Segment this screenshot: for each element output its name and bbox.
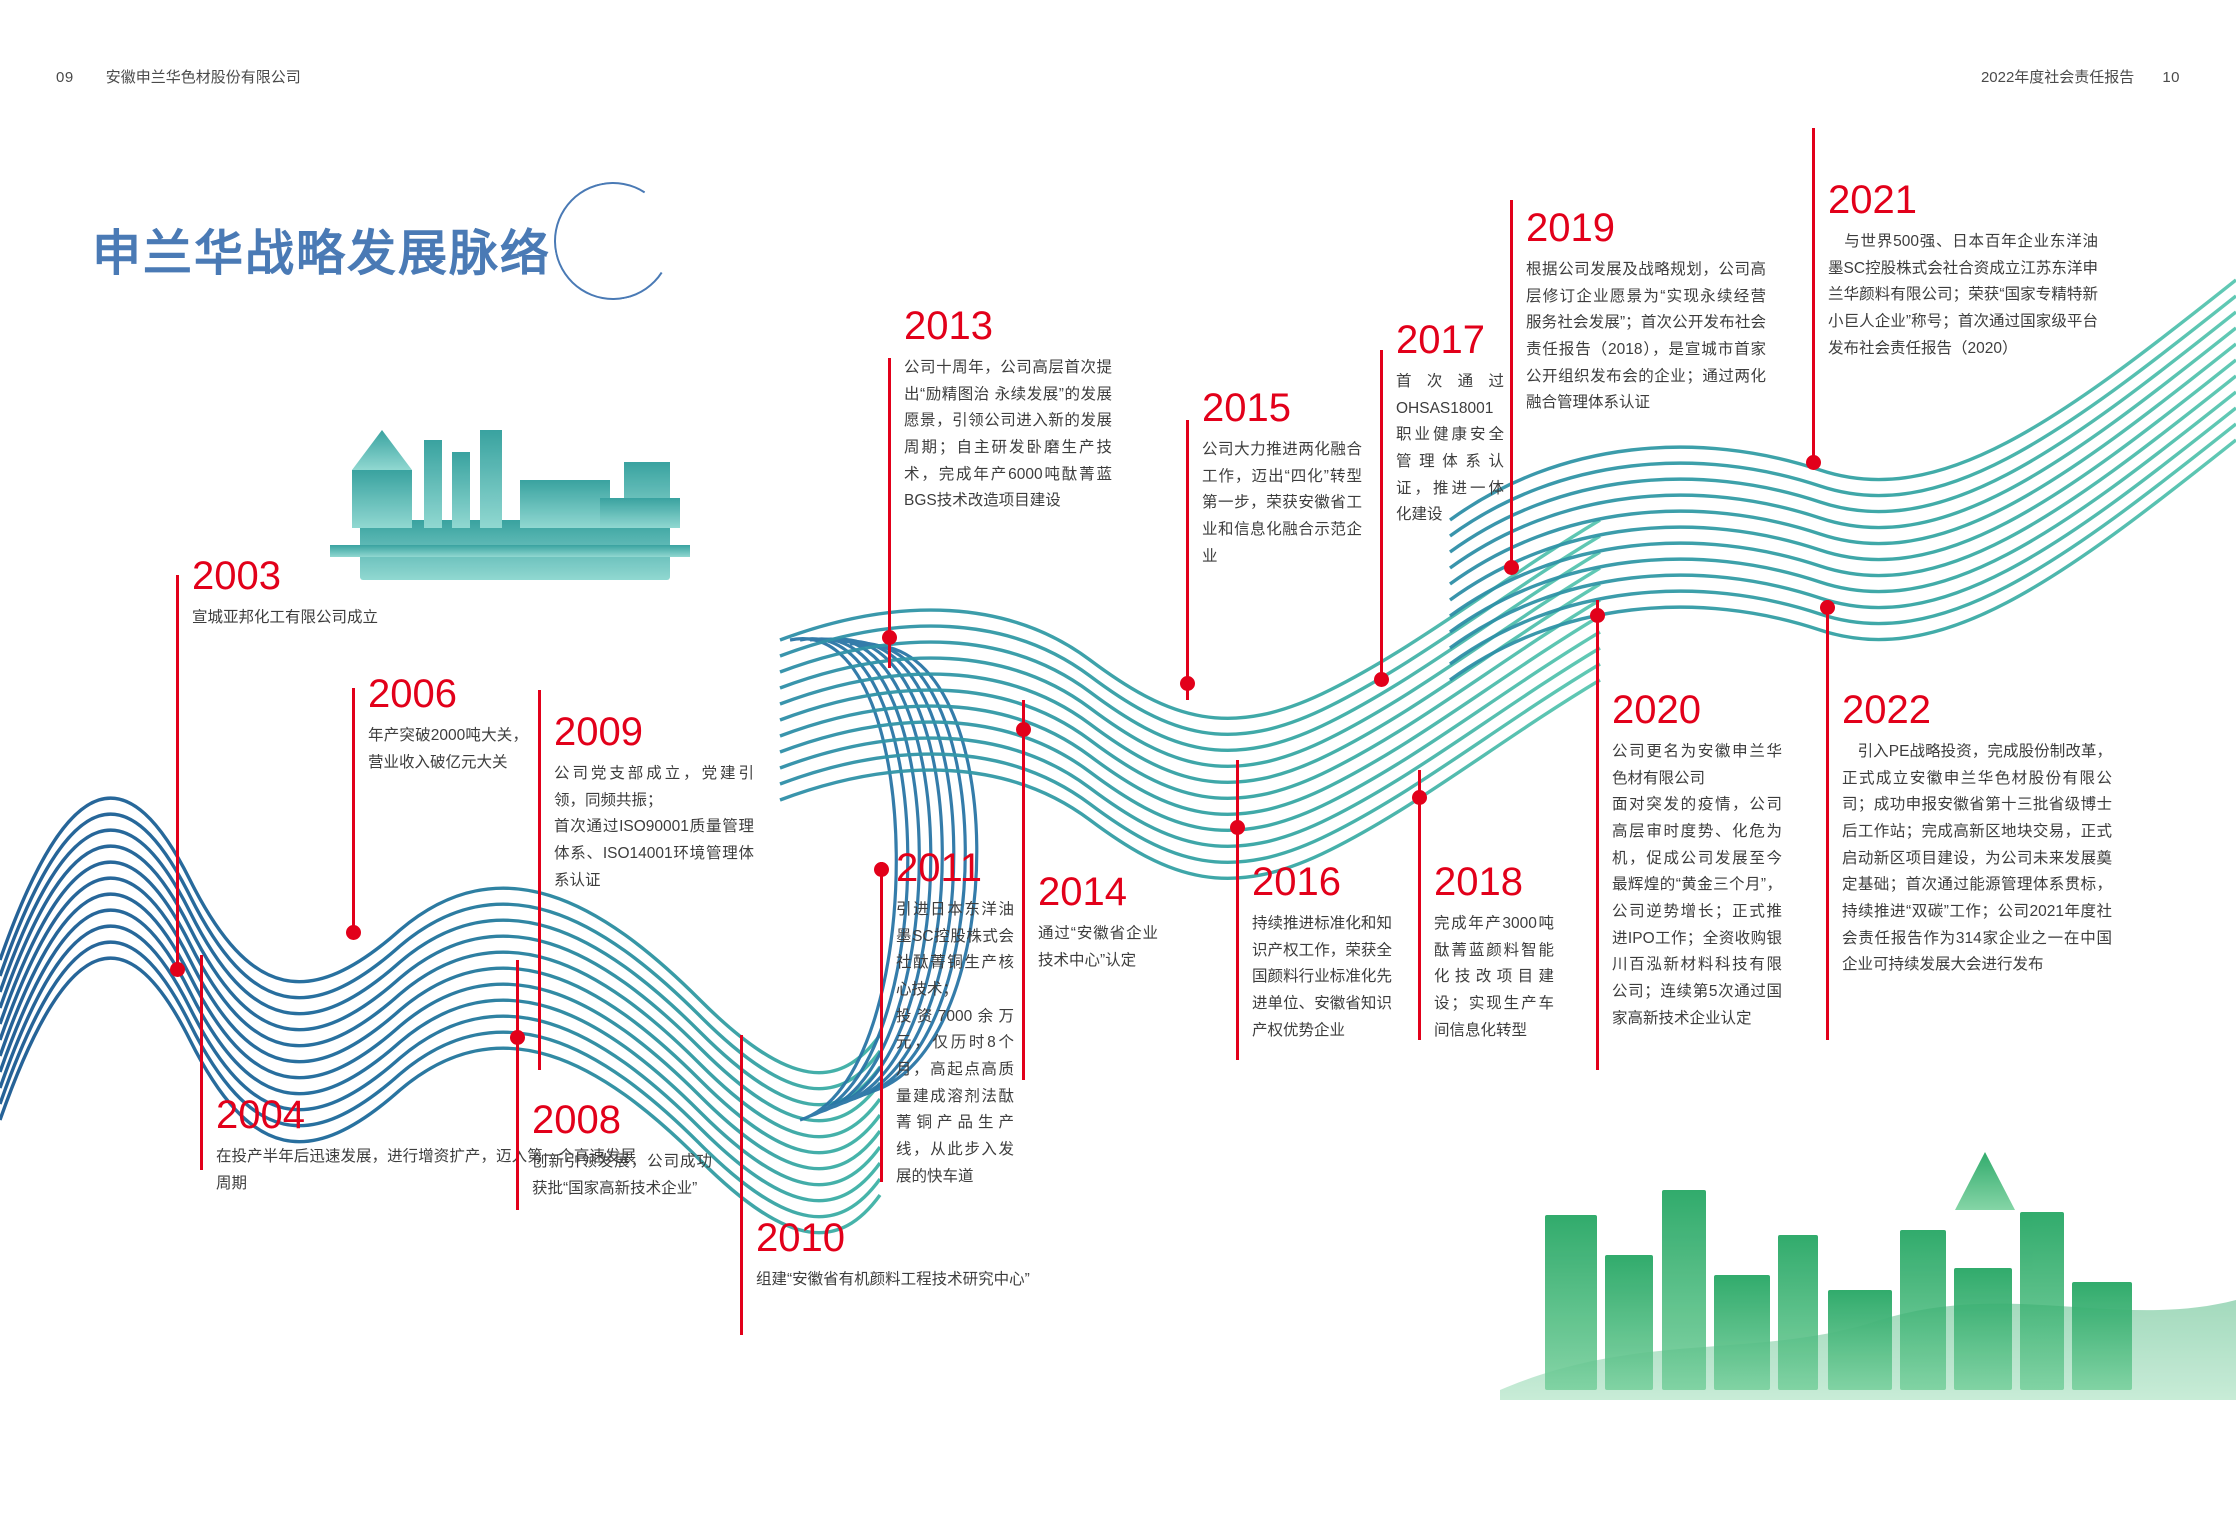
page-title-block: 申兰华战略发展脉络 [92,171,683,311]
stem-2004 [200,955,203,1170]
event-text-2013: 公司十周年，公司高层首次提出“励精图治 永续发展”的发展愿景，引领公司进入新的发… [904,359,1112,510]
year-label-2011: 2011 [896,846,983,890]
year-label-2022: 2022 [1842,688,1931,732]
stem-2006 [352,688,355,933]
event-text-2020: 公司更名为安徽申兰华色材有限公司 面对突发的疫情，公司高层审时度势、化危为机，促… [1612,743,1782,1027]
event-text-2022: 引入PE战略投资，完成股份制改革，正式成立安徽申兰华色材股份有限公司；成功申报安… [1842,743,2112,974]
event-text-2003: 宣城亚邦化工有限公司成立 [192,609,379,626]
event-text-2010: 组建“安徽省有机颜料工程技术研究中心” [756,1271,1030,1288]
event-text-2016: 持续推进标准化和知识产权工作，荣获全国颜料行业标准化先进单位、安徽省知识产权优势… [1252,915,1392,1039]
dot-2015 [1180,676,1195,691]
dot-2006 [346,925,361,940]
dot-2008 [510,1030,525,1045]
event-text-2019: 根据公司发展及战略规划，公司高层修订企业愿景为“实现永续经营 服务社会发展”；首… [1526,261,1766,412]
stem-2008 [516,960,519,1210]
timeline-event-2013: 2013 公司十周年，公司高层首次提出“励精图治 永续发展”的发展愿景，引领公司… [904,306,1112,515]
page-title: 申兰华战略发展脉络 [92,227,552,281]
dot-2011 [874,862,889,877]
timeline-event-2022: 2022 引入PE战略投资，完成股份制改革，正式成立安徽申兰华色材股份有限公司；… [1842,690,2112,979]
decorative-circle [543,171,683,311]
timeline-event-2009: 2009 公司党支部成立，党建引领，同频共振； 首次通过ISO90001质量管理… [554,712,754,894]
stem-2013 [888,358,891,668]
dot-2003 [170,962,185,977]
event-text-2008: 创新引领发展，公司成功获批“国家高新技术企业” [532,1153,712,1197]
header-left-page-number: 09 [56,69,74,86]
header-company-name: 安徽申兰华色材股份有限公司 [105,69,301,86]
year-label-2013: 2013 [904,304,993,348]
timeline-event-2004: 2004 在投产半年后迅速发展，进行增资扩产，迈入第一个高速发展周期 [216,1095,636,1197]
event-text-2017: 首次通过OHSAS18001职业健康安全管理体系认证，推进一体化建设 [1396,373,1504,524]
year-label-2010: 2010 [756,1216,845,1260]
timeline-event-2018: 2018 完成年产3000吨酞菁蓝颜料智能化技改项目建设；实现生产车间信息化转型 [1434,862,1554,1044]
stem-2014 [1022,700,1025,1080]
stem-2020 [1596,600,1599,1070]
dot-2016 [1230,820,1245,835]
year-label-2014: 2014 [1038,870,1127,914]
dot-2013 [882,630,897,645]
event-text-2018: 完成年产3000吨酞菁蓝颜料智能化技改项目建设；实现生产车间信息化转型 [1434,915,1554,1039]
timeline-event-2020: 2020 公司更名为安徽申兰华色材有限公司 面对突发的疫情，公司高层审时度势、化… [1612,690,1782,1032]
stem-2019 [1510,200,1513,570]
stem-2010 [740,1035,743,1335]
timeline-event-2011: 2011 引进日本东洋油墨SC控股株式会社酞菁铜生产核心技术； 投资7000余万… [896,848,1014,1190]
year-label-2015: 2015 [1202,386,1291,430]
header-right: 2022年度社会责任报告 10 [1981,66,2180,87]
event-text-2015: 公司大力推进两化融合工作，迈出“四化”转型第一步，荣获安徽省工业和信息化融合示范… [1202,441,1362,565]
dot-2018 [1412,790,1427,805]
dot-2022 [1820,600,1835,615]
header-right-page-number: 10 [2162,69,2180,86]
dot-2021 [1806,455,1821,470]
timeline-event-2003: 2003 宣城亚邦化工有限公司成立 [192,556,522,632]
stem-2009 [538,690,541,1070]
event-text-2006: 年产突破2000吨大关，营业收入破亿元大关 [368,727,528,771]
year-label-2018: 2018 [1434,860,1523,904]
timeline-event-2016: 2016 持续推进标准化和知识产权工作，荣获全国颜料行业标准化先进单位、安徽省知… [1252,862,1392,1044]
timeline-event-2015: 2015 公司大力推进两化融合工作，迈出“四化”转型第一步，荣获安徽省工业和信息… [1202,388,1362,570]
stem-2018 [1418,770,1421,1040]
event-text-2011: 引进日本东洋油墨SC控股株式会社酞菁铜生产核心技术； 投资7000余万元，仅历时… [896,901,1014,1185]
timeline-event-2017: 2017 首次通过OHSAS18001职业健康安全管理体系认证，推进一体化建设 [1396,320,1504,529]
dot-2017 [1374,672,1389,687]
year-label-2008: 2008 [532,1098,621,1142]
year-label-2009: 2009 [554,710,643,754]
page-header: 09 安徽申兰华色材股份有限公司 2022年度社会责任报告 10 [0,66,2236,86]
year-label-2003: 2003 [192,554,281,598]
timeline-event-2019: 2019 根据公司发展及战略规划，公司高层修订企业愿景为“实现永续经营 服务社会… [1526,208,1766,417]
event-text-2014: 通过“安徽省企业技术中心”认定 [1038,925,1158,969]
year-label-2020: 2020 [1612,688,1701,732]
timeline-event-2010: 2010 组建“安徽省有机颜料工程技术研究中心” [756,1218,1176,1294]
year-label-2006: 2006 [368,672,457,716]
stem-2021 [1812,128,1815,468]
dot-2014 [1016,722,1031,737]
header-report-title: 2022年度社会责任报告 [1980,69,2135,86]
year-label-2016: 2016 [1252,860,1341,904]
timeline-event-2006: 2006 年产突破2000吨大关，营业收入破亿元大关 [368,674,528,776]
timeline-event-2014: 2014 通过“安徽省企业技术中心”认定 [1038,872,1158,974]
stem-2003 [176,575,179,970]
year-label-2021: 2021 [1828,178,1917,222]
event-text-2004: 在投产半年后迅速发展，进行增资扩产，迈入第一个高速发展周期 [216,1148,636,1192]
year-label-2017: 2017 [1396,318,1485,362]
stem-2015 [1186,420,1189,700]
event-text-2009: 公司党支部成立，党建引领，同频共振； 首次通过ISO90001质量管理体系、IS… [554,765,754,889]
stem-2016 [1236,760,1239,1060]
city-illustration [1500,1152,2236,1400]
dot-2019 [1504,560,1519,575]
timeline-event-2021: 2021 与世界500强、日本百年企业东洋油墨SC控股株式会社合资成立江苏东洋申… [1828,180,2098,362]
dot-2020 [1590,608,1605,623]
timeline-event-2008: 2008 创新引领发展，公司成功获批“国家高新技术企业” [532,1100,712,1202]
header-left: 09 安徽申兰华色材股份有限公司 [56,66,301,87]
stem-2017 [1380,350,1383,680]
year-label-2004: 2004 [216,1093,305,1137]
stem-2022 [1826,600,1829,1040]
year-label-2019: 2019 [1526,206,1615,250]
stem-2011 [880,862,883,1182]
event-text-2021: 与世界500强、日本百年企业东洋油墨SC控股株式会社合资成立江苏东洋申兰华颜料有… [1828,233,2098,357]
